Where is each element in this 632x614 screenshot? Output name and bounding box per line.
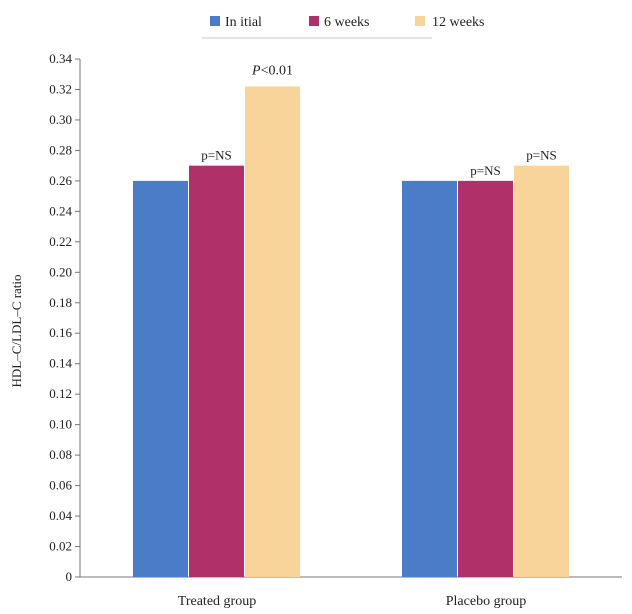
y-tick-label: 0.06 xyxy=(49,478,72,493)
y-tick-label: 0.22 xyxy=(49,234,72,249)
legend-label-initial: In itial xyxy=(225,15,262,30)
y-tick-label: 0.18 xyxy=(49,295,72,310)
legend-label-12-weeks: 12 weeks xyxy=(432,15,485,30)
y-tick-label: 0.30 xyxy=(49,112,72,127)
y-tick-label: 0 xyxy=(66,569,73,584)
y-tick-label: 0.14 xyxy=(49,356,72,371)
bar-placebo-group-12-weeks xyxy=(514,165,569,577)
bars xyxy=(133,86,569,578)
x-tick-labels: Treated group Placebo group xyxy=(178,594,526,609)
legend-swatch-initial xyxy=(210,16,220,26)
legend-swatch-6-weeks xyxy=(309,16,319,26)
y-tick-label: 0.08 xyxy=(49,447,72,462)
y-tick-label: 0.20 xyxy=(49,264,72,279)
y-tick-label: 0.04 xyxy=(49,508,72,523)
y-tick-label: 0.12 xyxy=(49,386,72,401)
y-tick-label: 0.34 xyxy=(49,51,72,66)
legend-swatch-12-weeks xyxy=(415,16,425,26)
y-tick-label: 0.10 xyxy=(49,417,72,432)
y-tick-label: 0.32 xyxy=(49,81,72,96)
annotation-label: p=NS xyxy=(470,163,500,178)
x-tick-label: Placebo group xyxy=(446,594,526,609)
y-axis-title: HDL–C/LDL–C ratio xyxy=(9,274,24,387)
legend-label-6-weeks: 6 weeks xyxy=(324,15,370,30)
legend: In itial 6 weeks 12 weeks xyxy=(202,15,485,39)
annotation-label: P<0.01 xyxy=(251,63,293,78)
bar-treated-group-6-weeks xyxy=(189,165,244,577)
bar-treated-group-in-itial xyxy=(133,180,188,577)
x-tick-label: Treated group xyxy=(178,594,256,609)
annotation-label: p=NS xyxy=(201,148,231,163)
annotations: p=NS P<0.01 p=NS p=NS xyxy=(201,63,556,177)
y-tick-label: 0.02 xyxy=(49,539,72,554)
bar-treated-group-12-weeks xyxy=(245,86,300,578)
bar-placebo-group-6-weeks xyxy=(458,180,513,577)
y-tick-label: 0.16 xyxy=(49,325,72,340)
y-tick-label: 0.24 xyxy=(49,203,72,218)
annotation-label: p=NS xyxy=(526,148,556,163)
y-ticks: 0 0.02 0.04 0.06 0.08 0.10 0.12 0.14 0.16 0.18 0.2… xyxy=(49,51,80,584)
bar-placebo-group-in-itial xyxy=(402,180,457,577)
y-tick-label: 0.28 xyxy=(49,142,72,157)
y-tick-label: 0.26 xyxy=(49,173,72,188)
